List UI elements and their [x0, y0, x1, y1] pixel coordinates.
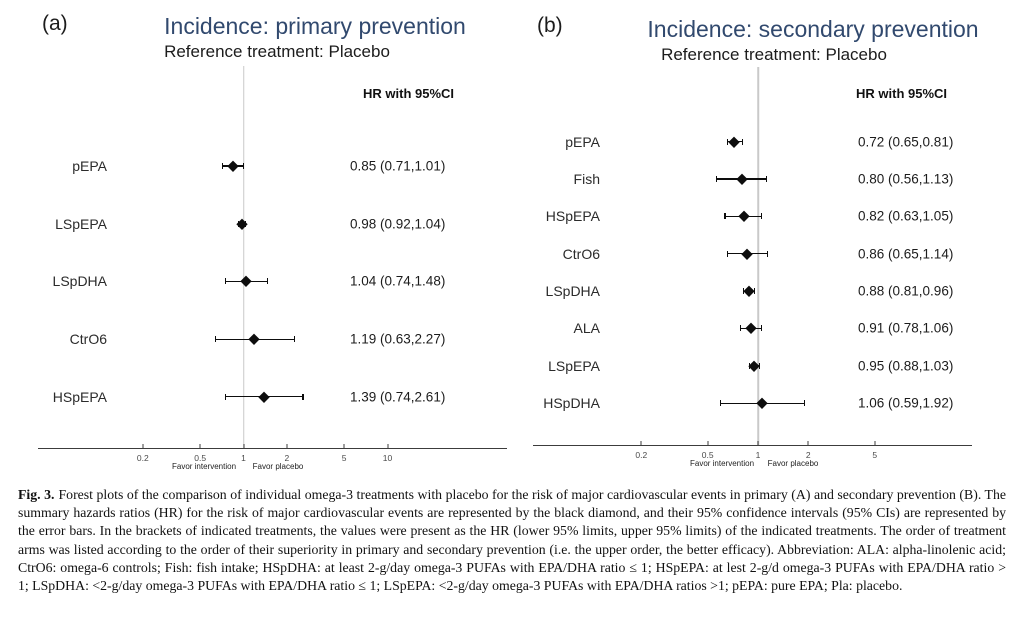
figure-caption: Fig. 3. Forest plots of the comparison of… [18, 486, 1006, 595]
panel-letter-a: (a) [42, 12, 68, 35]
favor-intervention-label: Favor intervention [171, 462, 237, 471]
treatment-label: LSpEPA [548, 357, 600, 374]
axis-tick-label: 0.2 [136, 453, 149, 463]
hr-ci-value: 0.85 (0.71,1.01) [350, 158, 446, 174]
axis-tick [343, 444, 345, 448]
axis-tick [142, 444, 144, 448]
ci-cap-right [765, 176, 768, 183]
ci-cap-left [719, 400, 721, 407]
axis-tick [286, 444, 288, 448]
ci-cap-left [742, 288, 744, 295]
treatment-label: HSpEPA [545, 208, 600, 225]
panel-b-subtitle: Reference treatment: Placebo [661, 45, 887, 64]
hr-diamond [745, 323, 757, 334]
ci-cap-left [739, 325, 742, 332]
axis-tick-label: 0.5 [194, 453, 207, 463]
treatment-label: CtrO6 [562, 245, 600, 262]
treatment-label: LSpDHA [52, 273, 107, 290]
axis-tick [874, 441, 876, 445]
figure-caption-text: Forest plots of the comparison of indivi… [18, 487, 1007, 594]
axis-tick-label: 1 [755, 450, 761, 460]
axis-tick-label: 5 [341, 453, 347, 463]
reference-line [757, 67, 759, 445]
hr-ci-value: 0.72 (0.65,0.81) [858, 134, 954, 150]
treatment-label: CtrO6 [69, 331, 107, 348]
panel-b-hr-column-header: HR with 95%CI [856, 86, 948, 101]
figure-caption-label: Fig. 3. [18, 487, 55, 502]
ci-cap-right [302, 393, 304, 400]
ci-cap-right [741, 138, 743, 145]
treatment-label: ALA [573, 320, 600, 337]
treatment-label: HSpDHA [543, 395, 600, 412]
treatment-label: HSpEPA [52, 388, 107, 405]
hr-ci-value: 0.91 (0.78,1.06) [858, 320, 954, 336]
hr-ci-value: 1.06 (0.59,1.92) [858, 395, 954, 411]
ci-cap-left [726, 250, 728, 257]
hr-ci-value: 1.04 (0.74,1.48) [350, 273, 446, 289]
hr-diamond [743, 285, 755, 297]
axis-tick-label: 10 [382, 453, 393, 463]
ci-cap-right [804, 400, 806, 407]
hr-ci-value: 0.98 (0.92,1.04) [350, 216, 446, 232]
x-axis-line [533, 445, 972, 447]
ci-cap-right [754, 288, 756, 295]
axis-tick-label: 1 [241, 453, 246, 463]
axis-tick [707, 441, 709, 445]
hr-diamond [741, 248, 753, 260]
ci-cap-left [214, 336, 216, 343]
hr-ci-value: 0.86 (0.65,1.14) [858, 246, 954, 262]
ci-cap-right [766, 250, 768, 257]
axis-tick-label: 2 [284, 453, 290, 463]
axis-tick-label: 0.5 [701, 450, 714, 460]
hr-diamond [738, 211, 749, 222]
ci-cap-right [760, 213, 762, 220]
panel-letter-b: (b) [537, 14, 563, 37]
hr-diamond [728, 136, 740, 148]
favor-intervention-label: Favor intervention [689, 459, 755, 468]
hr-ci-value: 0.80 (0.56,1.13) [858, 171, 954, 187]
x-axis-line [38, 448, 507, 450]
axis-tick [387, 444, 388, 448]
treatment-label: LSpDHA [545, 283, 600, 300]
hr-ci-value: 0.82 (0.63,1.05) [858, 208, 954, 224]
hr-diamond [736, 173, 748, 185]
ci-cap-left [224, 393, 226, 400]
treatment-label: Fish [573, 171, 600, 188]
panel-a-title: Incidence: primary prevention [164, 13, 466, 39]
ci-cap-left [724, 213, 726, 220]
panel-b-title: Incidence: secondary prevention [647, 16, 979, 42]
ci-cap-right [243, 163, 245, 169]
reference-line [242, 66, 245, 448]
ci-cap-left [224, 278, 226, 285]
ci-cap-left [222, 163, 224, 169]
axis-tick [199, 444, 201, 448]
treatment-label: pEPA [565, 133, 600, 150]
favor-placebo-label: Favor placebo [767, 459, 819, 468]
axis-tick [807, 441, 809, 445]
axis-tick-label: 0.2 [635, 450, 648, 460]
hr-ci-value: 0.88 (0.81,0.96) [858, 283, 954, 299]
axis-tick [243, 444, 244, 448]
axis-tick-label: 2 [805, 450, 811, 460]
treatment-label: pEPA [72, 158, 107, 174]
ci-cap-left [726, 138, 728, 145]
ci-cap-right [267, 278, 269, 285]
axis-tick [757, 441, 759, 445]
ci-cap-right [293, 336, 295, 343]
axis-tick [640, 441, 642, 445]
treatment-label: LSpEPA [55, 215, 107, 232]
panel-a-subtitle: Reference treatment: Placebo [164, 42, 390, 61]
hr-ci-value: 1.19 (0.63,2.27) [350, 331, 446, 347]
favor-placebo-label: Favor placebo [252, 462, 304, 471]
ci-cap-left [715, 176, 718, 183]
ci-cap-right [761, 325, 763, 332]
axis-tick-label: 5 [872, 450, 878, 460]
panel-a-hr-column-header: HR with 95%CI [363, 86, 455, 101]
hr-ci-value: 1.39 (0.74,2.61) [350, 389, 446, 405]
hr-ci-value: 0.95 (0.88,1.03) [858, 358, 954, 374]
ci-cap-right [759, 362, 761, 369]
